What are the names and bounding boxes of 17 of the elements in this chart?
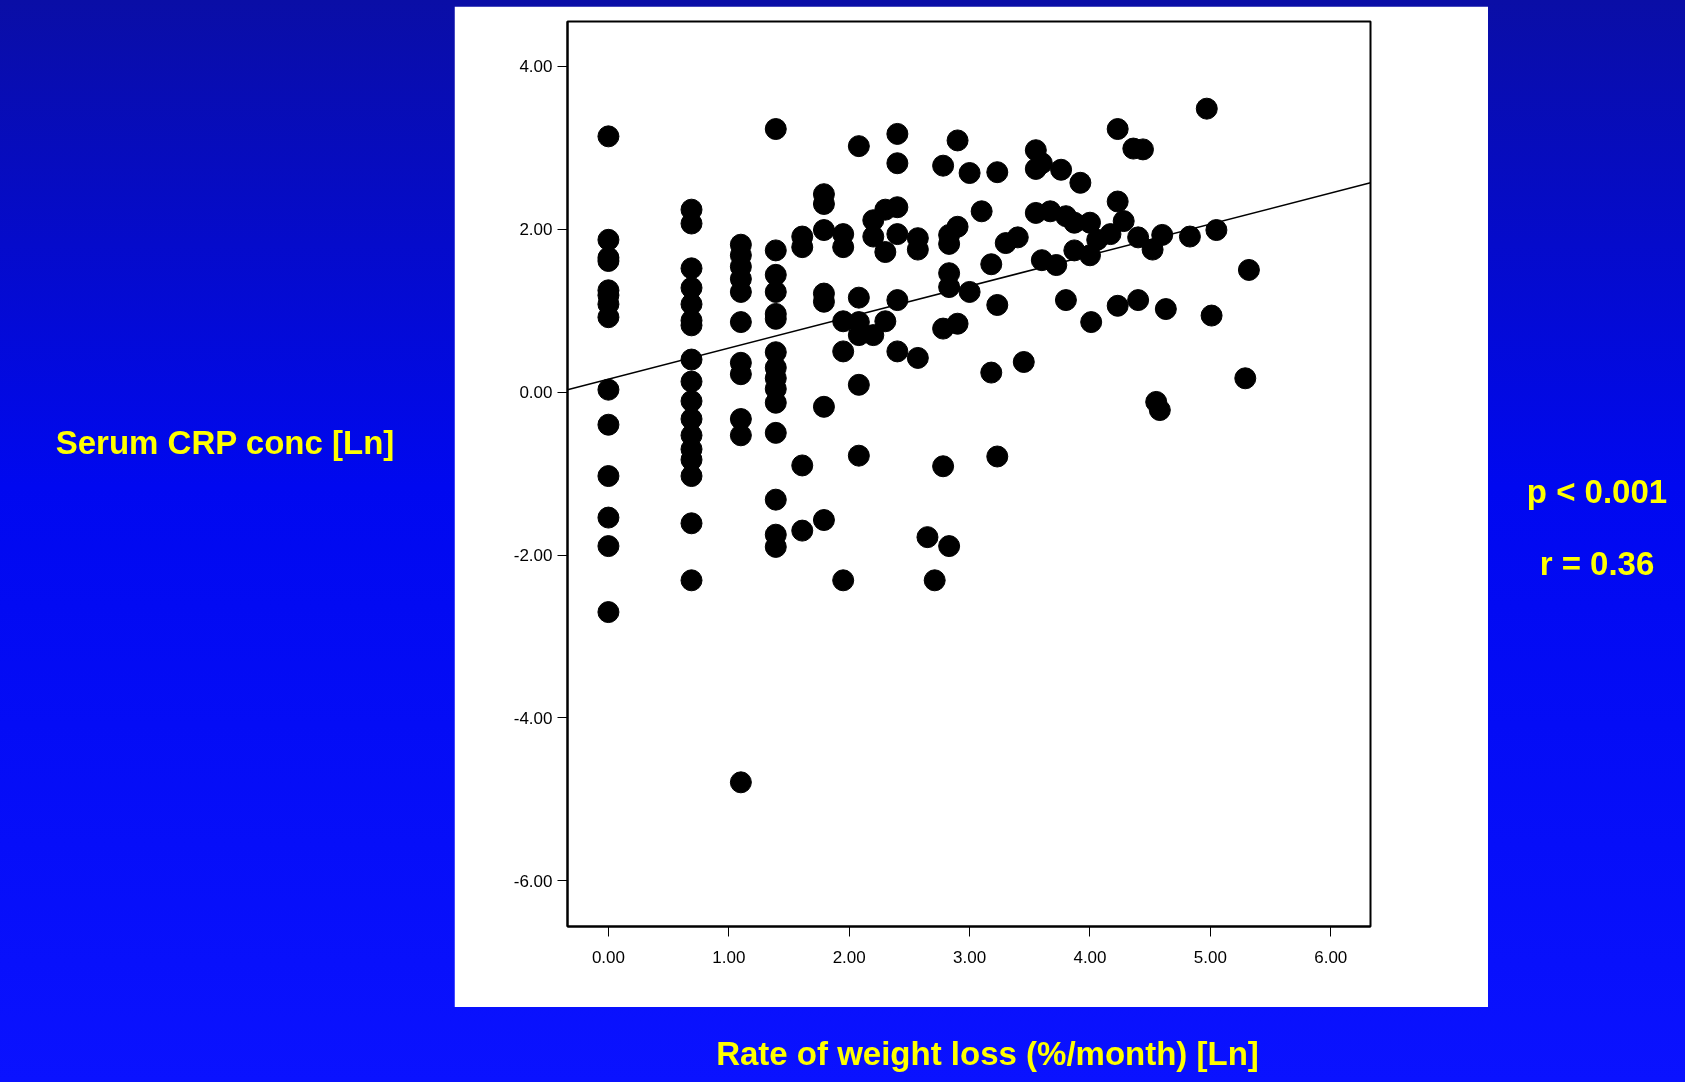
- y-tick-label: -4.00: [513, 708, 553, 728]
- y-tick-label: 0.00: [519, 383, 553, 403]
- x-tick-label: 6.00: [1314, 947, 1348, 967]
- x-tick-label: 0.00: [591, 947, 625, 967]
- y-tick-label: -2.00: [513, 546, 553, 566]
- y-axis-title: Serum CRP conc [Ln]: [55, 423, 395, 463]
- text: p < 0.001: [1526, 473, 1668, 510]
- y-tick-label: 2.00: [519, 220, 553, 240]
- x-tick-label: 2.00: [832, 947, 866, 967]
- y-tick-label: -6.00: [513, 871, 553, 891]
- y-tick-label: 4.00: [519, 57, 553, 77]
- x-tick-label: 4.00: [1073, 947, 1107, 967]
- x-tick-label: 5.00: [1193, 947, 1227, 967]
- x-tick-label: 1.00: [712, 947, 746, 967]
- x-axis-title: Rate of weight loss (%/month) [Ln]: [716, 1034, 1259, 1074]
- text: r = 0.36: [1539, 545, 1655, 582]
- x-tick-label: 3.00: [953, 947, 987, 967]
